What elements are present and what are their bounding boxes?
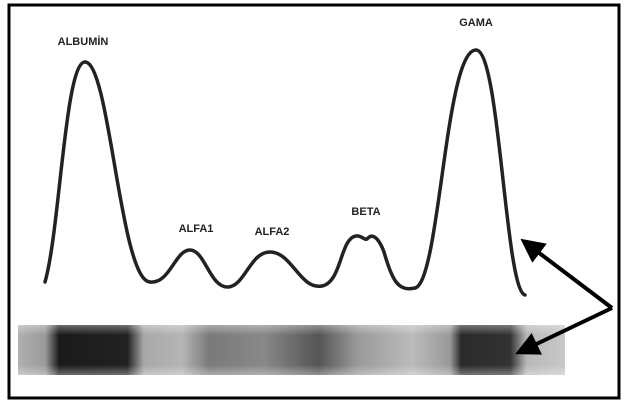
peak-label: ALFA1	[179, 223, 214, 235]
gel-band-shade	[18, 325, 565, 375]
peak-label: ALFA2	[255, 226, 290, 238]
peak-label: BETA	[351, 206, 380, 218]
peak-label: GAMA	[459, 17, 493, 29]
diagram: ALBUMİN ALFA1 ALFA2 BETA GAMA	[0, 0, 627, 408]
peak-label: ALBUMİN	[58, 35, 109, 48]
page: ALBUMİN ALFA1 ALFA2 BETA GAMA (() => { c…	[0, 0, 627, 408]
